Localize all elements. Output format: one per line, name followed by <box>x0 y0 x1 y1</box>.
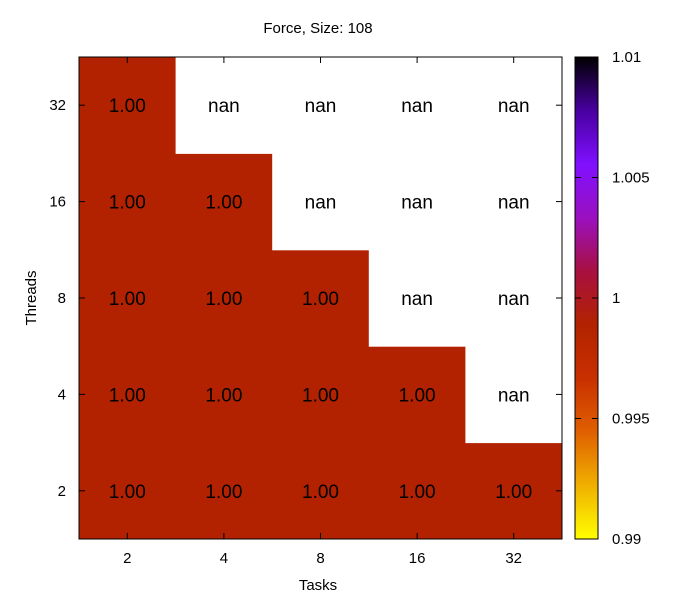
cell-value-label: 1.00 <box>495 482 532 503</box>
heatmap-cell-32-32 <box>465 57 563 154</box>
cell-value-label: 1.00 <box>205 193 242 214</box>
cell-value-label: nan <box>305 193 337 214</box>
heatmap-cell-4-2 <box>175 442 273 540</box>
cell-value-label: 1.00 <box>109 385 146 406</box>
heatmap-cell-2-32 <box>79 57 177 154</box>
heatmap-cells: 1.00 1.00 1.00 1.00 1.00 1.00 1.00 1.00 1.00 nan 1… <box>79 57 563 540</box>
cell-value-label: 1.00 <box>205 289 242 310</box>
cell-value-label: 1.00 <box>109 96 146 117</box>
y-axis-label: Threads <box>23 270 40 325</box>
colorbar-ticks: 0.99 0.995 1 1.005 1.01 <box>575 49 650 548</box>
cell-value-label: 1.00 <box>109 289 146 310</box>
cell-value-label: nan <box>208 96 240 117</box>
colorbar-tick-label: 1.005 <box>612 170 650 187</box>
heatmap-cell-2-16 <box>79 153 177 251</box>
cell-value-label: 1.00 <box>205 482 242 503</box>
heatmap-cell-32-8 <box>465 249 563 347</box>
cell-value-label: 1.00 <box>399 385 436 406</box>
cell-value-label: 1.00 <box>109 193 146 214</box>
heatmap-cell-16-2 <box>368 442 466 540</box>
colorbar-tick-label: 0.99 <box>612 531 641 548</box>
cell-value-label: 1.00 <box>302 482 339 503</box>
heatmap-cell-4-8 <box>175 249 273 347</box>
x-axis-label: Tasks <box>299 577 337 594</box>
cell-value-label: nan <box>498 193 530 214</box>
heatmap-cell-32-16 <box>465 153 563 251</box>
heatmap-cell-2-8 <box>79 249 177 347</box>
heatmap-cell-8-32 <box>272 57 370 154</box>
chart-title: Force, Size: 108 <box>263 20 372 37</box>
cell-value-label: nan <box>401 96 433 117</box>
heatmap-cell-4-4 <box>175 346 273 444</box>
cell-value-label: nan <box>401 193 433 214</box>
heatmap-cell-32-2 <box>465 442 563 540</box>
colorbar-tick-label: 1.01 <box>612 49 641 66</box>
x-tick-label: 32 <box>505 550 522 567</box>
heatmap-cell-16-4 <box>368 346 466 444</box>
heatmap-cell-4-16 <box>175 153 273 251</box>
cell-value-label: nan <box>498 289 530 310</box>
x-tick-label: 2 <box>123 550 131 567</box>
heatmap-cell-16-8 <box>368 249 466 347</box>
cell-value-label: 1.00 <box>205 385 242 406</box>
y-tick-label: 2 <box>58 483 66 500</box>
heatmap-cell-32-4 <box>465 346 563 444</box>
colorbar-tick-label: 0.995 <box>612 411 650 428</box>
cell-value-label: nan <box>498 385 530 406</box>
heatmap-cell-8-4 <box>272 346 370 444</box>
x-tick-label: 4 <box>220 550 228 567</box>
y-tick-label: 4 <box>58 386 66 403</box>
heatmap-cell-2-4 <box>79 346 177 444</box>
cell-value-label: 1.00 <box>399 482 436 503</box>
y-tick-label: 32 <box>49 97 66 114</box>
x-tick-label: 8 <box>316 550 324 567</box>
cell-value-label: 1.00 <box>109 482 146 503</box>
y-axis-ticks: 2 4 8 16 32 <box>49 97 562 500</box>
y-tick-label: 8 <box>58 290 66 307</box>
colorbar-tick-label: 1 <box>612 290 620 307</box>
x-axis-ticks: 2 4 8 16 32 <box>123 57 522 567</box>
heatmap-cell-16-16 <box>368 153 466 251</box>
heatmap-cell-8-2 <box>272 442 370 540</box>
y-tick-label: 16 <box>49 194 66 211</box>
heatmap-cell-16-32 <box>368 57 466 154</box>
cell-value-label: 1.00 <box>302 289 339 310</box>
heatmap-cell-4-32 <box>175 57 273 154</box>
cell-value-label: nan <box>498 96 530 117</box>
cell-value-label: nan <box>305 96 337 117</box>
heatmap-cell-8-16 <box>272 153 370 251</box>
cell-value-label: 1.00 <box>302 385 339 406</box>
heatmap-cell-8-8 <box>272 249 370 347</box>
x-tick-label: 16 <box>409 550 426 567</box>
cell-value-label: nan <box>401 289 433 310</box>
heatmap-cell-2-2 <box>79 442 177 540</box>
